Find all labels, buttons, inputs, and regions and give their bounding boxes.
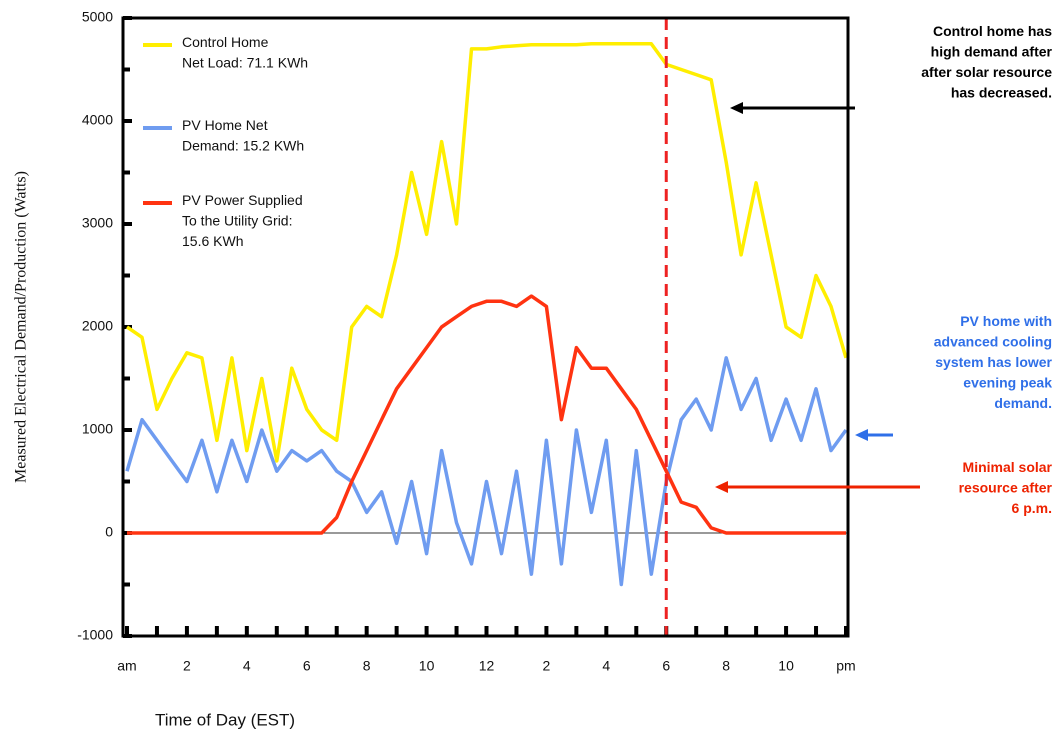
x-tick-label: 12 <box>479 658 495 674</box>
y-tick-label: 2000 <box>82 318 113 334</box>
legend-label: PV Power Supplied To the Utility Grid: 15.… <box>182 192 303 249</box>
annotation-line: PV home with <box>960 313 1052 329</box>
x-tick-label: am <box>117 658 136 674</box>
plot-frame <box>121 16 850 638</box>
y-axis-label: Measured Electrical Demand/Production (W… <box>13 171 30 483</box>
annotation-line: demand. <box>994 395 1052 411</box>
annotation-line: advanced cooling <box>934 333 1052 349</box>
annotation: PV home with advanced cooling system has l… <box>934 313 1053 411</box>
x-tick-label: 8 <box>363 658 371 674</box>
annotation-line: evening peak <box>963 374 1052 390</box>
y-tick-label: 4000 <box>82 112 113 128</box>
legend-label: PV Home Net Demand: 15.2 KWh <box>182 117 304 154</box>
x-tick-label: 2 <box>543 658 551 674</box>
y-tick-label: -1000 <box>77 627 113 643</box>
annotation-line: has decreased. <box>951 84 1052 100</box>
y-tick-label: 5000 <box>82 9 113 25</box>
series-line <box>126 42 848 463</box>
series-line <box>125 356 848 587</box>
x-tick-label: 4 <box>243 658 251 674</box>
annotation: Minimal solar resource after 6 p.m. <box>959 459 1053 516</box>
x-tick-label: 4 <box>602 658 610 674</box>
annotation: Control home has high demand after after s… <box>921 23 1052 101</box>
x-tick-label: 8 <box>722 658 730 674</box>
annotation-line: high demand after <box>931 43 1053 59</box>
annotation-line: system has lower <box>935 354 1052 370</box>
y-tick-label: 1000 <box>82 421 113 437</box>
annotation-line: Control home has <box>933 23 1052 39</box>
series-line <box>127 294 846 535</box>
annotation-arrowhead <box>715 481 728 493</box>
annotation-arrowhead <box>730 102 743 114</box>
y-tick-label: 0 <box>105 524 113 540</box>
annotation-line: after solar resource <box>921 64 1052 80</box>
x-tick-label: 10 <box>778 658 794 674</box>
x-tick-label: pm <box>836 658 855 674</box>
x-tick-label: 6 <box>662 658 670 674</box>
annotation-line: Minimal solar <box>963 459 1053 475</box>
y-tick-label: 3000 <box>82 215 113 231</box>
legend-label: Control Home Net Load: 71.1 KWh <box>182 34 308 71</box>
x-axis-label: Time of Day (EST) <box>155 710 295 729</box>
annotation-line: 6 p.m. <box>1012 500 1052 516</box>
x-tick-label: 6 <box>303 658 311 674</box>
x-tick-label: 10 <box>419 658 435 674</box>
annotation-line: resource after <box>959 479 1053 495</box>
x-tick-label: 2 <box>183 658 191 674</box>
annotation-arrowhead <box>855 429 868 441</box>
